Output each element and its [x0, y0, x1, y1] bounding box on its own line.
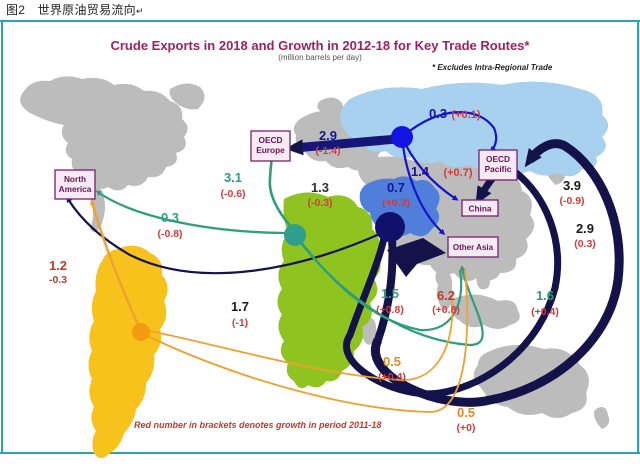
svg-text:North: North	[64, 174, 86, 184]
svg-text:1.2: 1.2	[49, 258, 67, 273]
svg-text:0.3: 0.3	[161, 210, 179, 225]
svg-text:6.2: 6.2	[437, 288, 455, 303]
svg-text:(-0.6): (-0.6)	[220, 188, 245, 200]
svg-text:1.7: 1.7	[231, 299, 249, 314]
svg-text:China: China	[468, 204, 491, 214]
svg-text:0.3: 0.3	[429, 106, 447, 121]
svg-text:(+0.7): (+0.7)	[443, 167, 472, 179]
svg-text:-0.3: -0.3	[49, 274, 67, 286]
svg-text:(+0.1): (+0.1)	[451, 109, 480, 121]
svg-text:1.4: 1.4	[411, 164, 430, 179]
svg-text:2.9: 2.9	[576, 221, 594, 236]
svg-text:2.9: 2.9	[319, 128, 337, 143]
svg-text:(+0.3): (+0.3)	[382, 197, 410, 209]
svg-text:(+0.4): (+0.4)	[378, 371, 406, 383]
svg-text:0.5: 0.5	[383, 354, 401, 369]
svg-text:(-0.8): (-0.8)	[157, 228, 182, 240]
svg-text:America: America	[59, 184, 92, 194]
svg-text:(+0.8): (+0.8)	[376, 304, 404, 316]
svg-text:0.7: 0.7	[387, 180, 405, 195]
svg-text:(0.3): (0.3)	[574, 238, 596, 250]
svg-text:Europe: Europe	[256, 145, 285, 155]
svg-text:(+0): (+0)	[457, 422, 476, 434]
svg-text:OECD: OECD	[259, 135, 283, 145]
svg-text:3.9: 3.9	[563, 178, 581, 193]
svg-text:(-0.9): (-0.9)	[559, 195, 584, 207]
svg-text:1.3: 1.3	[311, 180, 329, 195]
svg-text:1.5: 1.5	[381, 286, 399, 301]
svg-text:0.5: 0.5	[457, 405, 475, 420]
svg-text:(-1): (-1)	[232, 317, 248, 329]
svg-text:Other Asia: Other Asia	[453, 243, 494, 252]
svg-text:1.6: 1.6	[536, 288, 554, 303]
svg-text:Pacific: Pacific	[485, 164, 512, 174]
svg-text:(-0.3): (-0.3)	[307, 197, 332, 209]
svg-text:(+0.8): (+0.8)	[432, 304, 460, 316]
svg-text:OECD: OECD	[486, 154, 510, 164]
svg-text:3.1: 3.1	[224, 170, 242, 185]
svg-text:(+0.4): (+0.4)	[531, 306, 559, 318]
svg-text:(-1.4): (-1.4)	[315, 145, 340, 157]
